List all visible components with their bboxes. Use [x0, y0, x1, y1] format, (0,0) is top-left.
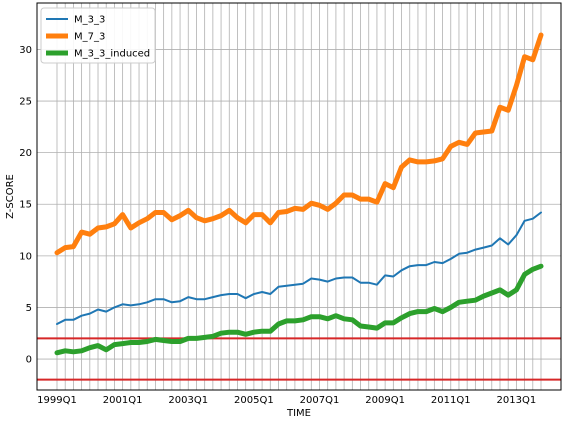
series-line: [54, 263, 544, 356]
y-tick-label: 10: [19, 251, 32, 262]
legend-label: M_7_3: [74, 32, 105, 43]
y-tick-label: 0: [26, 355, 32, 366]
y-tick-label: 25: [19, 97, 32, 108]
series-line: [56, 211, 542, 325]
x-tick-label: 2009Q1: [365, 395, 405, 406]
y-axis-label: Z-SCORE: [5, 174, 16, 219]
y-tick-labels: 0 5 10 15 20 25 30: [19, 45, 32, 366]
x-tick-label: 2011Q1: [431, 395, 471, 406]
x-tick-label: 2007Q1: [300, 395, 340, 406]
x-tick-label: 2005Q1: [234, 395, 274, 406]
plot-frame: [36, 2, 562, 391]
legend-label: M_3_3: [74, 15, 105, 26]
series-line: [54, 32, 544, 256]
legend-box: [40, 7, 156, 64]
y-tick-label: 5: [26, 303, 32, 314]
x-tick-labels: 1999Q1 2001Q1 2003Q1 2005Q1 2007Q1 2009Q1 2011…: [37, 395, 536, 406]
legend: M_3_3 M_7_3 M_3_3_induced: [40, 7, 156, 64]
threshold-lines: [37, 337, 561, 381]
x-tick-label: 2001Q1: [103, 395, 143, 406]
x-tick-label: 2013Q1: [497, 395, 537, 406]
series-lines: [54, 32, 544, 356]
legend-label: M_3_3_induced: [74, 49, 150, 60]
y-tick-label: 20: [19, 148, 32, 159]
x-tick-label: 1999Q1: [37, 395, 77, 406]
x-axis-label: TIME: [286, 408, 311, 419]
x-tick-label: 2003Q1: [168, 395, 208, 406]
y-tick-label: 30: [19, 45, 32, 56]
y-tick-label: 15: [19, 200, 32, 211]
